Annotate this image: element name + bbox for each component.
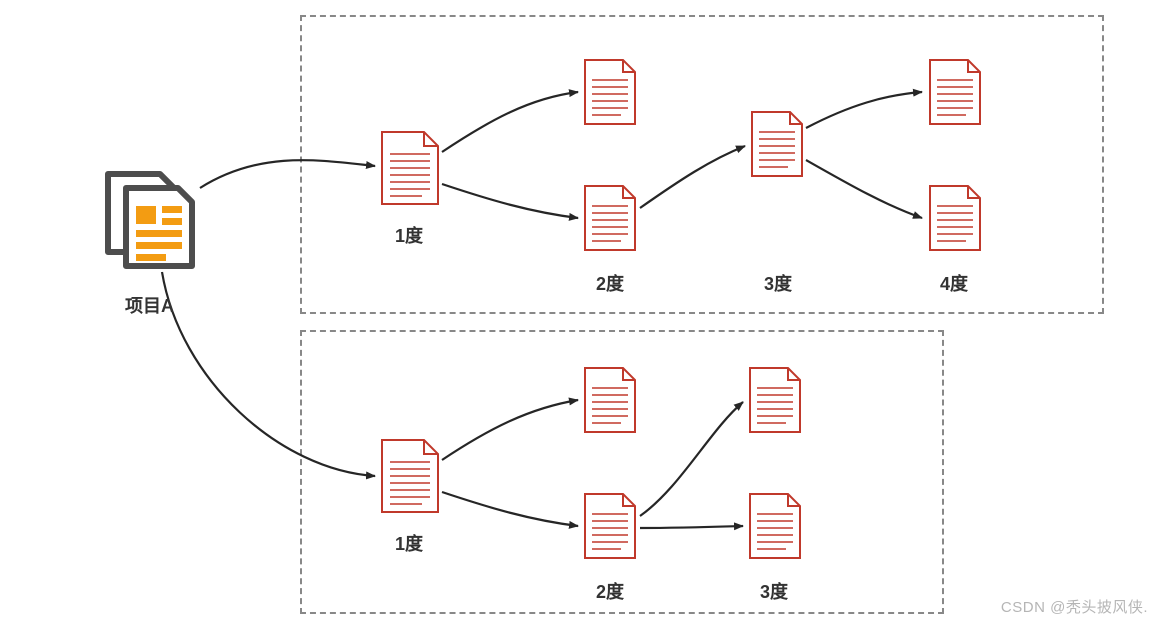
region-bottom	[300, 330, 944, 614]
top-deg4-label: 4度	[940, 270, 968, 296]
top-deg3-label: 3度	[764, 270, 792, 296]
bot-deg3-label: 3度	[760, 578, 788, 604]
region-top	[300, 15, 1104, 314]
top-deg2-label: 2度	[596, 270, 624, 296]
project-label: 项目A	[125, 292, 174, 318]
watermark-text: CSDN @秃头披风侠.	[1001, 596, 1148, 617]
top-deg1-label: 1度	[395, 222, 423, 248]
bot-deg1-label: 1度	[395, 530, 423, 556]
bot-deg2-label: 2度	[596, 578, 624, 604]
project-icon	[108, 174, 192, 266]
